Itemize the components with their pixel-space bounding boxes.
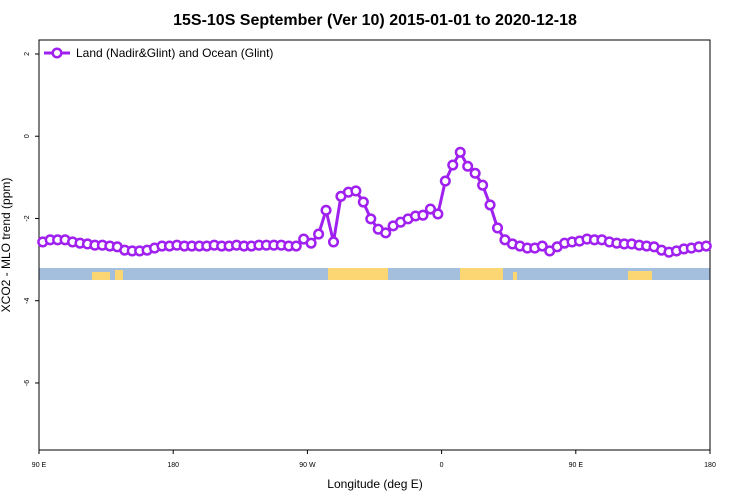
x-tick-label: 90 W xyxy=(299,462,316,469)
land-region xyxy=(92,272,110,280)
data-point xyxy=(305,237,317,249)
x-tick-label: 0 xyxy=(440,462,444,469)
data-point xyxy=(327,236,340,248)
land-ocean-mask xyxy=(39,268,710,280)
data-point xyxy=(417,209,429,221)
chart-title: 15S-10S September (Ver 10) 2015-01-01 to… xyxy=(173,12,577,29)
land-region xyxy=(328,268,388,280)
x-tick-label: 90 E xyxy=(32,462,47,469)
y-tick-label: 2 xyxy=(24,52,31,56)
y-tick-label: -6 xyxy=(24,380,31,386)
data-point xyxy=(380,227,392,239)
y-tick-label: -4 xyxy=(24,298,31,304)
data-point xyxy=(700,240,712,252)
data-point xyxy=(477,179,489,191)
x-tick-label: 180 xyxy=(704,462,716,469)
land-region xyxy=(628,271,652,280)
data-point xyxy=(424,203,436,215)
legend-marker xyxy=(51,47,63,59)
data-point xyxy=(432,208,444,220)
land-region xyxy=(460,268,503,280)
land-region xyxy=(513,272,517,280)
data-point xyxy=(536,240,548,252)
data-point xyxy=(350,185,362,197)
data-point xyxy=(439,175,451,187)
data-point xyxy=(491,222,504,234)
data-point xyxy=(462,160,474,172)
y-tick-label: -2 xyxy=(24,215,31,221)
data-point xyxy=(454,146,466,158)
x-tick-label: 90 E xyxy=(569,462,584,469)
y-tick-label: 0 xyxy=(24,134,31,138)
data-point xyxy=(469,167,481,179)
land-region xyxy=(115,270,123,280)
data-point xyxy=(290,240,302,252)
x-axis-label: Longitude (deg E) xyxy=(327,477,422,491)
data-point xyxy=(320,204,332,216)
legend-label: Land (Nadir&Glint) and Ocean (Glint) xyxy=(76,46,273,60)
data-point xyxy=(447,159,459,171)
data-point xyxy=(365,213,377,225)
y-axis-label: XCO2 - MLO trend (ppm) xyxy=(0,178,13,313)
data-point xyxy=(357,196,369,208)
x-tick-label: 180 xyxy=(167,462,179,469)
data-point xyxy=(313,228,325,240)
data-point xyxy=(484,199,496,211)
